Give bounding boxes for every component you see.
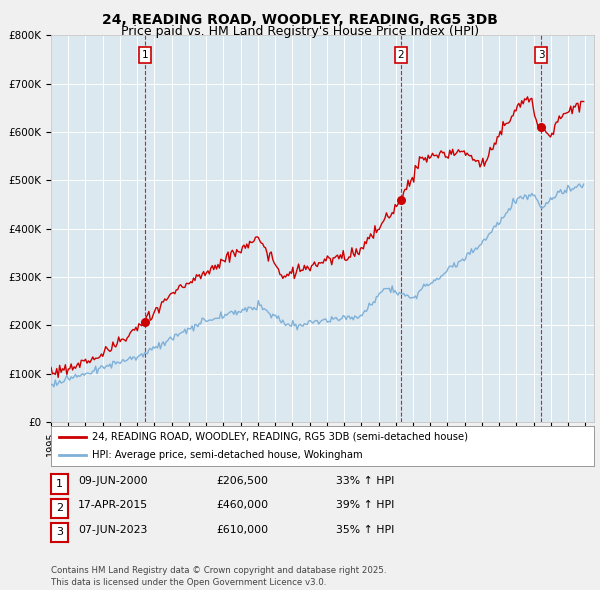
Text: 3: 3 [56,527,63,537]
Text: 24, READING ROAD, WOODLEY, READING, RG5 3DB: 24, READING ROAD, WOODLEY, READING, RG5 … [102,13,498,27]
Text: 24, READING ROAD, WOODLEY, READING, RG5 3DB (semi-detached house): 24, READING ROAD, WOODLEY, READING, RG5 … [92,432,468,442]
Text: 1: 1 [56,479,63,489]
Text: 1: 1 [142,50,148,60]
Text: £206,500: £206,500 [216,476,268,486]
Text: 09-JUN-2000: 09-JUN-2000 [78,476,148,486]
Text: 17-APR-2015: 17-APR-2015 [78,500,148,510]
Text: 2: 2 [397,50,404,60]
Text: Price paid vs. HM Land Registry's House Price Index (HPI): Price paid vs. HM Land Registry's House … [121,25,479,38]
Text: 33% ↑ HPI: 33% ↑ HPI [336,476,394,486]
Text: 07-JUN-2023: 07-JUN-2023 [78,525,148,535]
Text: HPI: Average price, semi-detached house, Wokingham: HPI: Average price, semi-detached house,… [92,450,362,460]
Text: 3: 3 [538,50,544,60]
Text: £610,000: £610,000 [216,525,268,535]
Text: 39% ↑ HPI: 39% ↑ HPI [336,500,394,510]
Text: £460,000: £460,000 [216,500,268,510]
Text: 2: 2 [56,503,63,513]
Text: Contains HM Land Registry data © Crown copyright and database right 2025.
This d: Contains HM Land Registry data © Crown c… [51,566,386,587]
Text: 35% ↑ HPI: 35% ↑ HPI [336,525,394,535]
